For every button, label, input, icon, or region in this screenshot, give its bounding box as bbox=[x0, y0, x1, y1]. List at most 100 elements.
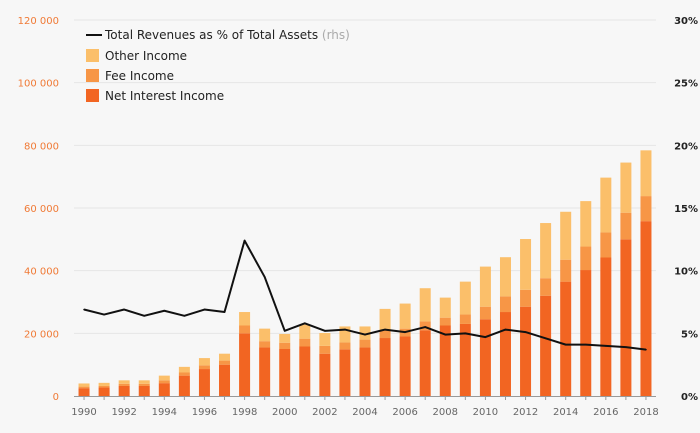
revenue-ratio-point bbox=[303, 322, 306, 325]
x-tick-label: 1992 bbox=[111, 407, 136, 418]
bar-other-income bbox=[78, 383, 90, 387]
bar-net-interest-income bbox=[319, 353, 331, 396]
bar-net-interest-income bbox=[239, 333, 251, 396]
bar-net-interest-income bbox=[499, 312, 511, 396]
bar-other-income bbox=[620, 162, 632, 213]
bar-fee-income bbox=[138, 383, 150, 386]
x-tick-label: 1996 bbox=[192, 407, 217, 418]
bar-net-interest-income bbox=[178, 375, 190, 396]
y-tick-label-right: 0% bbox=[681, 392, 698, 403]
bar-fee-income bbox=[479, 306, 491, 320]
revenue-ratio-point bbox=[163, 309, 166, 312]
revenue-ratio-point bbox=[243, 239, 246, 242]
bar-other-income bbox=[479, 266, 491, 307]
bar-net-interest-income bbox=[600, 257, 612, 396]
revenue-ratio-point bbox=[143, 314, 146, 317]
bar-fee-income bbox=[198, 365, 210, 370]
legend-swatch-net-interest-income bbox=[86, 89, 99, 102]
y-tick-label-left: 20 000 bbox=[24, 329, 59, 340]
bar-fee-income bbox=[78, 386, 90, 389]
bar-other-income bbox=[379, 308, 391, 331]
bar-other-income bbox=[299, 324, 311, 339]
revenue-ratio-point bbox=[223, 311, 226, 313]
bar-net-interest-income bbox=[339, 349, 351, 396]
legend: Total Revenues as % of Total Assets (rhs… bbox=[86, 28, 350, 103]
x-tick-label: 1994 bbox=[152, 407, 177, 418]
bar-other-income bbox=[198, 358, 210, 366]
revenue-ratio-point bbox=[524, 331, 527, 333]
bar-other-income bbox=[399, 303, 411, 329]
x-tick-label: 2008 bbox=[433, 407, 458, 418]
bar-other-income bbox=[419, 288, 431, 322]
revenue-ratio-point bbox=[564, 343, 567, 346]
bar-other-income bbox=[178, 366, 190, 373]
revenue-ratio-point bbox=[444, 333, 447, 336]
revenue-ratio-point bbox=[584, 343, 587, 346]
bar-net-interest-income bbox=[78, 388, 90, 396]
revenue-ratio-point bbox=[263, 276, 266, 278]
bar-fee-income bbox=[98, 385, 110, 388]
revenue-ratio-point bbox=[625, 346, 627, 348]
y-tick-label-right: 20% bbox=[674, 141, 698, 152]
bar-other-income bbox=[439, 297, 451, 318]
bar-net-interest-income bbox=[359, 347, 371, 396]
bar-other-income bbox=[359, 326, 371, 340]
bar-net-interest-income bbox=[459, 323, 471, 396]
axes: 0 0% 20 000 5% 40 000 10% 60 000 15% 80 000 20% 10… bbox=[18, 16, 698, 418]
bar-net-interest-income bbox=[479, 319, 491, 396]
revenue-ratio-point bbox=[344, 328, 346, 331]
x-tick-label: 2018 bbox=[633, 407, 658, 418]
revenue-ratio-point bbox=[83, 308, 85, 311]
bar-net-interest-income bbox=[259, 347, 271, 396]
bar-other-income bbox=[239, 312, 251, 326]
bar-net-interest-income bbox=[198, 369, 210, 396]
bar-other-income bbox=[279, 333, 291, 343]
bar-fee-income bbox=[178, 372, 190, 376]
bar-net-interest-income bbox=[158, 383, 170, 396]
y-tick-label-left: 40 000 bbox=[24, 267, 59, 278]
y-tick-label-right: 5% bbox=[681, 329, 698, 340]
bar-fee-income bbox=[158, 380, 170, 384]
bar-other-income bbox=[459, 281, 471, 315]
legend-swatch-other-income bbox=[86, 49, 99, 62]
bar-net-interest-income bbox=[399, 336, 411, 396]
revenue-ratio-point bbox=[404, 331, 406, 333]
legend-label-net-interest-income: Net Interest Income bbox=[105, 89, 224, 103]
bar-other-income bbox=[319, 333, 331, 346]
bar-net-interest-income bbox=[118, 385, 130, 396]
bar-fee-income bbox=[520, 289, 532, 307]
y-tick-label-left: 0 bbox=[53, 392, 59, 403]
y-tick-label-left: 120 000 bbox=[18, 16, 59, 27]
bar-fee-income bbox=[560, 259, 572, 282]
y-tick-label-left: 100 000 bbox=[18, 79, 59, 90]
bar-other-income bbox=[499, 257, 511, 297]
x-tick-label: 2004 bbox=[352, 407, 377, 418]
bar-other-income bbox=[580, 201, 592, 247]
x-tick-label: 2006 bbox=[392, 407, 417, 418]
bar-other-income bbox=[259, 328, 271, 342]
x-tick-label: 1990 bbox=[71, 407, 96, 418]
revenue-ratio-point bbox=[645, 348, 647, 351]
bar-net-interest-income bbox=[419, 330, 431, 396]
bar-net-interest-income bbox=[299, 346, 311, 396]
y-tick-label-right: 10% bbox=[674, 267, 698, 278]
bar-fee-income bbox=[259, 341, 271, 348]
bar-other-income bbox=[600, 177, 612, 233]
bar-fee-income bbox=[459, 314, 471, 324]
revenue-ratio-point bbox=[324, 330, 326, 332]
bar-net-interest-income bbox=[279, 349, 291, 396]
y-tick-label-right: 30% bbox=[674, 16, 698, 27]
bar-other-income bbox=[339, 326, 351, 343]
bar-fee-income bbox=[279, 342, 291, 349]
bar-fee-income bbox=[620, 212, 632, 240]
bar-net-interest-income bbox=[540, 295, 552, 396]
bar-other-income bbox=[560, 211, 572, 260]
legend-label-line: Total Revenues as % of Total Assets (rhs… bbox=[104, 28, 350, 42]
bar-fee-income bbox=[379, 330, 391, 339]
bar-fee-income bbox=[580, 246, 592, 271]
y-tick-label-right: 15% bbox=[674, 204, 698, 215]
bar-net-interest-income bbox=[138, 385, 150, 396]
bar-net-interest-income bbox=[98, 387, 110, 396]
bar-fee-income bbox=[640, 196, 652, 222]
